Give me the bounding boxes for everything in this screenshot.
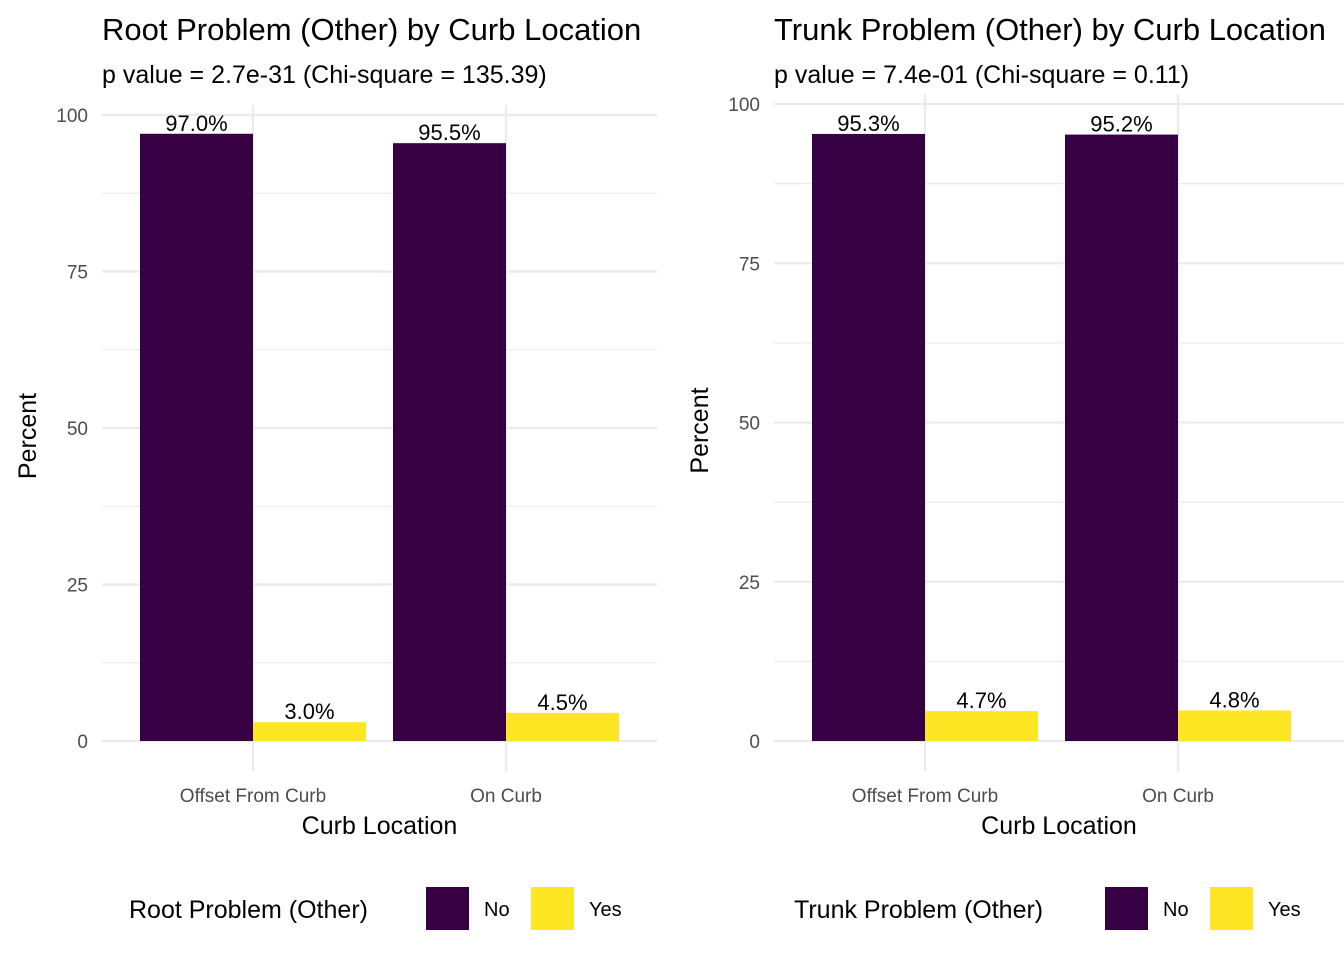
data-label: 3.0%: [284, 699, 334, 724]
legend-swatch-yes: [1210, 887, 1253, 930]
legend-swatch-no: [1105, 887, 1148, 930]
y-axis-title: Percent: [686, 387, 714, 473]
y-tick-label: 75: [739, 254, 760, 275]
chart-subtitle: p value = 2.7e-31 (Chi-square = 135.39): [102, 61, 547, 89]
bar-no-2: [393, 143, 506, 742]
legend-swatch-yes: [531, 887, 574, 930]
legend: Trunk Problem (Other) No Yes: [794, 887, 1301, 930]
y-tick-label: 100: [728, 95, 760, 116]
y-tick-label: 0: [749, 732, 760, 753]
x-tick-label: Offset From Curb: [852, 786, 998, 807]
bar-yes-1: [925, 711, 1038, 741]
bar-yes-2: [506, 712, 619, 741]
bar-yes-1: [253, 722, 366, 741]
legend-label: Yes: [589, 899, 622, 921]
data-label: 97.0%: [165, 111, 227, 136]
chart-subtitle: p value = 7.4e-01 (Chi-square = 0.11): [774, 61, 1189, 89]
legend-swatch-no: [426, 887, 469, 930]
legend: Root Problem (Other) No Yes: [129, 887, 622, 930]
bar-no-1: [812, 133, 925, 742]
y-tick-label: 75: [67, 263, 88, 284]
chart-panel-2: 0 25 50 75 100 95.3% 4.7% Offset From Curb 95.2%…: [686, 12, 1344, 930]
y-tick-label: 50: [739, 414, 760, 435]
data-label: 4.5%: [537, 690, 587, 715]
bar-no-1: [140, 133, 253, 741]
x-tick-label: On Curb: [1142, 786, 1214, 807]
legend-title: Trunk Problem (Other): [794, 896, 1043, 924]
data-label: 95.5%: [418, 120, 480, 145]
bar-no-2: [1065, 134, 1178, 742]
y-tick-label: 25: [67, 576, 88, 597]
x-axis-title: Curb Location: [302, 812, 458, 840]
x-tick-label: Offset From Curb: [180, 786, 326, 807]
legend-title: Root Problem (Other): [129, 896, 368, 924]
data-label: 4.7%: [956, 688, 1006, 713]
y-tick-label: 0: [77, 732, 88, 753]
y-tick-label: 50: [67, 419, 88, 440]
y-axis-title: Percent: [14, 393, 42, 479]
y-tick-label: 100: [56, 106, 88, 127]
data-label: 95.2%: [1090, 112, 1152, 137]
chart-panel-1: 0 25 50 75 100 97.0% 3.0% Offset From Curb 95.5%…: [14, 12, 657, 930]
chart-title: Trunk Problem (Other) by Curb Location: [774, 12, 1326, 47]
data-label: 4.8%: [1209, 687, 1259, 712]
y-tick-label: 25: [739, 573, 760, 594]
legend-label: No: [1163, 899, 1189, 921]
data-label: 95.3%: [837, 111, 899, 136]
x-axis-title: Curb Location: [981, 812, 1137, 840]
legend-label: Yes: [1268, 899, 1301, 921]
chart-title: Root Problem (Other) by Curb Location: [102, 12, 641, 47]
legend-label: No: [484, 899, 510, 921]
bar-yes-2: [1178, 710, 1291, 741]
x-tick-label: On Curb: [470, 786, 542, 807]
